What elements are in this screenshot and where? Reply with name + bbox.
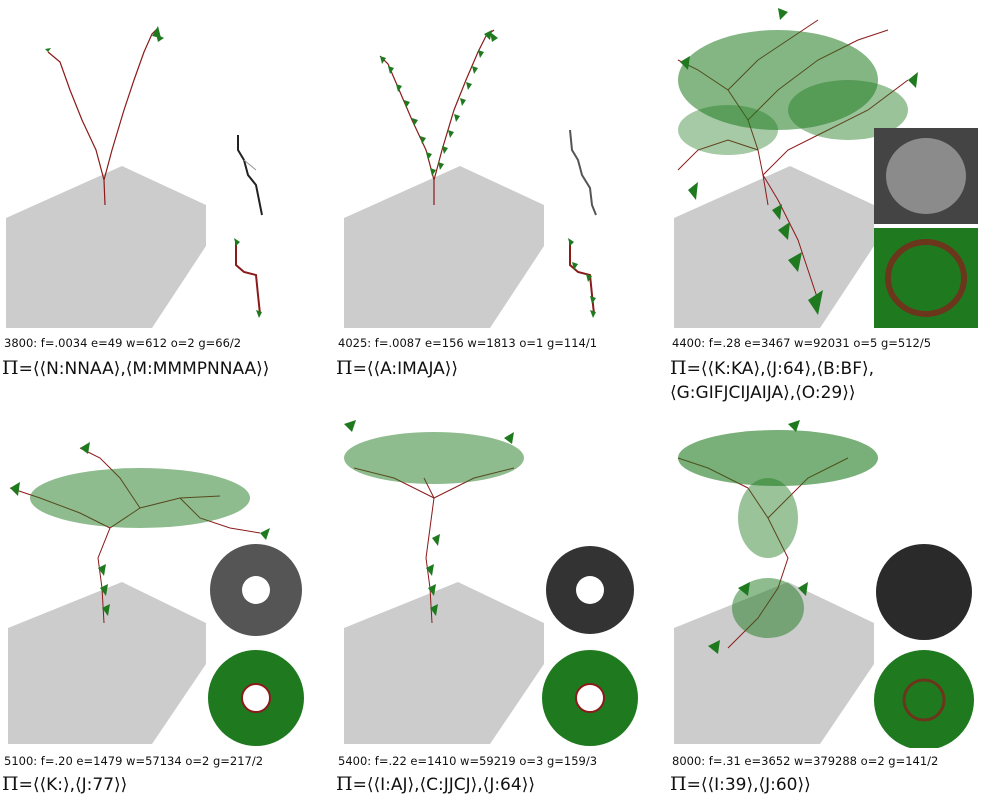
leaf-cluster	[344, 420, 524, 616]
plant-render-3800	[6, 26, 263, 328]
plant-render-4025	[344, 29, 597, 328]
figure-panel-3800: 3800: f=.0034 e=49 w=612 o=2 g=66/2 Π=⟨⟨…	[0, 0, 318, 390]
plant-render-5100	[8, 442, 304, 746]
colored-top-view-center	[241, 683, 271, 713]
leaf-cluster	[10, 442, 270, 616]
shadow-top-view-light	[886, 138, 966, 214]
shadow-top-view	[876, 544, 972, 640]
figure-panel-4025: 4025: f=.0087 e=156 w=1813 o=1 g=114/1 Π…	[334, 0, 652, 390]
leaf	[45, 48, 51, 52]
shadow-top-view-light	[243, 159, 257, 171]
pi-symbol: Π	[670, 357, 687, 379]
ground-plane	[344, 582, 544, 744]
formula-text: =⟨⟨A:IMAJA⟩⟩	[352, 359, 459, 379]
program-formula: Π=⟨⟨I:AJ⟩,⟨C:JJCJ⟩,⟨J:64⟩⟩	[336, 772, 535, 797]
ground-plane	[674, 582, 874, 744]
pi-symbol: Π	[670, 773, 687, 795]
shadow-top-view-center	[242, 576, 270, 604]
leaf	[156, 34, 164, 42]
stats-line: 5100: f=.20 e=1479 w=57134 o=2 g=217/2	[4, 754, 264, 768]
formula-text: =⟨⟨K:⟩,⟨J:77⟩⟩	[18, 775, 128, 795]
figure-panel-5400: 5400: f=.22 e=1410 w=59219 o=3 g=159/3 Π…	[334, 418, 652, 808]
pi-symbol: Π	[2, 773, 19, 795]
leaf	[256, 310, 262, 318]
stats-line: 3800: f=.0034 e=49 w=612 o=2 g=66/2	[4, 336, 242, 350]
leaf-cluster	[678, 420, 878, 654]
colored-top-view	[874, 650, 974, 748]
leaf-cluster-top	[568, 238, 596, 318]
figure-panel-8000: 8000: f=.31 e=3652 w=379288 o=2 g=141/2 …	[668, 418, 986, 808]
stats-line: 5400: f=.22 e=1410 w=59219 o=3 g=159/3	[338, 754, 598, 768]
pi-symbol: Π	[2, 357, 19, 379]
plant-stem	[47, 27, 159, 206]
formula-text: =⟨⟨N:NNAA⟩,⟨M:MMMPNNAA⟩⟩	[18, 359, 270, 379]
stats-line: 4025: f=.0087 e=156 w=1813 o=1 g=114/1	[338, 336, 598, 350]
program-formula: Π=⟨⟨I:39⟩,⟨J:60⟩⟩	[670, 772, 811, 797]
shadow-top-view	[569, 129, 597, 216]
formula-text: =⟨⟨K:KA⟩,⟨J:64⟩,⟨B:BF⟩,	[686, 359, 875, 379]
formula-text-line2: ⟨G:GIFJCIJAIJA⟩,⟨O:29⟩⟩	[670, 383, 856, 403]
plant-render-8000	[674, 420, 974, 748]
program-formula: Π=⟨⟨N:NNAA⟩,⟨M:MMMPNNAA⟩⟩	[2, 356, 269, 381]
ground-plane	[8, 582, 206, 744]
leaf	[152, 26, 161, 38]
program-formula: Π=⟨⟨K:⟩,⟨J:77⟩⟩	[2, 772, 127, 797]
ground-plane	[344, 166, 544, 328]
shadow-top-view	[237, 135, 263, 216]
colored-top-view	[235, 240, 261, 315]
ground-plane	[6, 166, 206, 328]
leaf-cluster	[678, 8, 918, 315]
stats-line: 8000: f=.31 e=3652 w=379288 o=2 g=141/2	[672, 754, 939, 768]
program-formula: Π=⟨⟨K:KA⟩,⟨J:64⟩,⟨B:BF⟩, ⟨G:GIFJCIJAIJA⟩,…	[670, 356, 874, 405]
pi-symbol: Π	[336, 773, 353, 795]
figure-panel-5100: 5100: f=.20 e=1479 w=57134 o=2 g=217/2 Π…	[0, 418, 318, 808]
colored-top-view-center	[575, 683, 605, 713]
formula-text: =⟨⟨I:AJ⟩,⟨C:JJCJ⟩,⟨J:64⟩⟩	[352, 775, 535, 795]
leaf-cluster	[380, 30, 498, 176]
leaf	[234, 238, 240, 246]
ground-plane	[674, 166, 874, 328]
figure-panel-4400: 4400: f=.28 e=3467 w=92031 o=5 g=512/5 Π…	[668, 0, 986, 403]
stats-line: 4400: f=.28 e=3467 w=92031 o=5 g=512/5	[672, 336, 932, 350]
colored-top-view-center	[902, 678, 946, 722]
plant-render-5400	[344, 420, 638, 746]
program-formula: Π=⟨⟨A:IMAJA⟩⟩	[336, 356, 458, 381]
formula-text: =⟨⟨I:39⟩,⟨J:60⟩⟩	[686, 775, 811, 795]
colored-top-view-stem	[885, 239, 967, 317]
pi-symbol: Π	[336, 357, 353, 379]
shadow-top-view-center	[576, 576, 604, 604]
plant-render-4400	[674, 8, 978, 328]
